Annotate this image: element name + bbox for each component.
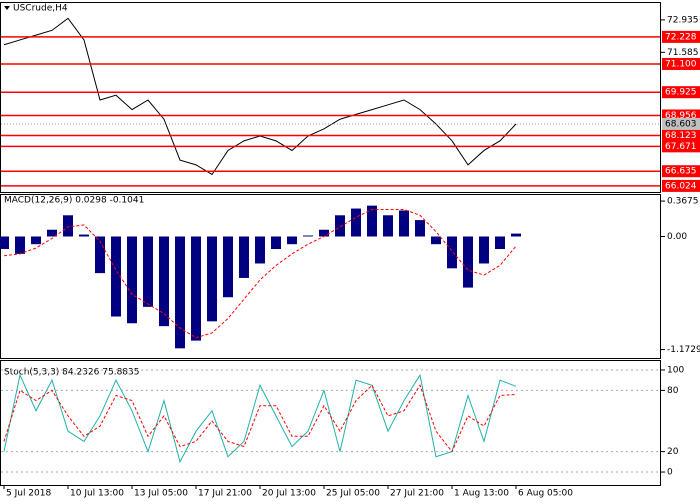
y-tick-label: -1.1729 xyxy=(667,345,700,355)
histogram-bar xyxy=(143,236,153,307)
signal-line xyxy=(3,384,517,453)
level-label-box xyxy=(662,140,700,153)
histogram-bar xyxy=(303,235,313,237)
histogram-bar xyxy=(0,236,9,250)
histogram-bar xyxy=(47,229,57,237)
histogram-bar xyxy=(335,215,345,237)
histogram-bar xyxy=(463,236,473,288)
histogram-bar xyxy=(95,236,105,274)
level-label: 66.024 xyxy=(665,181,697,191)
level-label-box xyxy=(662,179,700,192)
histogram-bar xyxy=(31,236,41,245)
histogram-bar xyxy=(63,215,73,237)
histogram-bar xyxy=(111,236,121,317)
current-price-label: 68.603 xyxy=(665,119,697,129)
x-tick-label: 10 Jul 13:00 xyxy=(70,489,124,499)
histogram-bar xyxy=(383,215,393,237)
x-tick-label: 6 Aug 05:00 xyxy=(518,489,573,499)
x-tick-label: 13 Jul 05:00 xyxy=(134,489,188,499)
histogram-bar xyxy=(239,236,249,278)
macd-panel xyxy=(0,194,661,359)
histogram-bar xyxy=(127,236,137,324)
level-label: 66.635 xyxy=(665,167,697,177)
histogram-bar xyxy=(319,229,329,237)
x-tick-label: 27 Jul 21:00 xyxy=(390,489,444,499)
histogram-bar xyxy=(495,236,505,250)
main-line xyxy=(3,373,517,464)
level-label-box xyxy=(662,86,700,99)
level-label-box xyxy=(662,57,700,70)
level-label: 69.925 xyxy=(665,88,697,98)
histogram-bar xyxy=(447,236,457,269)
histogram-bar xyxy=(351,208,361,237)
histogram-bar xyxy=(415,220,425,237)
histogram-bar xyxy=(399,210,409,237)
level-label: 68.123 xyxy=(665,131,697,141)
level-label: 72.228 xyxy=(665,32,697,42)
level-label-box xyxy=(662,129,700,142)
chart-title: Stoch(5,3,3) 84.2326 75.8835 xyxy=(4,368,139,378)
level-label: 68.956 xyxy=(665,111,697,121)
y-tick-label: 100 xyxy=(667,365,684,375)
level-label-box xyxy=(662,165,700,178)
histogram-bar xyxy=(271,236,281,250)
level-label: 71.100 xyxy=(665,59,697,69)
current-price-box xyxy=(662,117,700,130)
y-tick-label: 20 xyxy=(667,447,679,457)
price-panel xyxy=(0,2,661,193)
x-tick-label: 20 Jul 13:00 xyxy=(262,489,316,499)
histogram-bar xyxy=(255,236,265,264)
y-tick-label: 71.585 xyxy=(667,48,699,58)
stoch-panel xyxy=(0,360,661,486)
y-tick-label: 72.935 xyxy=(667,15,699,25)
x-tick-label: 1 Aug 13:00 xyxy=(454,489,509,499)
histogram-bar xyxy=(223,236,233,298)
y-tick-label: 0.3675 xyxy=(667,197,699,207)
chart-title: USCrude,H4 xyxy=(13,4,68,14)
histogram-bar xyxy=(191,236,201,341)
x-tick-label: 25 Jul 05:00 xyxy=(326,489,380,499)
y-tick-label: 80 xyxy=(667,386,679,396)
histogram-bar xyxy=(159,236,169,327)
x-tick-label: 5 Jul 2018 xyxy=(6,489,51,499)
histogram-bar xyxy=(79,234,89,237)
histogram-bar xyxy=(367,205,377,237)
histogram-bar xyxy=(431,236,441,245)
histogram-bar xyxy=(175,236,185,349)
level-label: 67.671 xyxy=(665,142,697,152)
histogram-bar xyxy=(15,236,25,254)
histogram-bar xyxy=(479,236,489,264)
x-tick-label: 17 Jul 21:00 xyxy=(198,489,252,499)
histogram-bar xyxy=(287,236,297,245)
y-tick-label: 0.00 xyxy=(667,232,687,242)
level-label-box xyxy=(662,30,700,43)
title-icon xyxy=(4,6,10,10)
chart-title: MACD(12,26,9) 0.0298 -0.1041 xyxy=(4,196,144,206)
y-tick-label: 0 xyxy=(667,468,673,478)
signal-line xyxy=(3,208,517,339)
histogram-bar xyxy=(207,236,217,322)
histogram-bar xyxy=(511,233,521,237)
